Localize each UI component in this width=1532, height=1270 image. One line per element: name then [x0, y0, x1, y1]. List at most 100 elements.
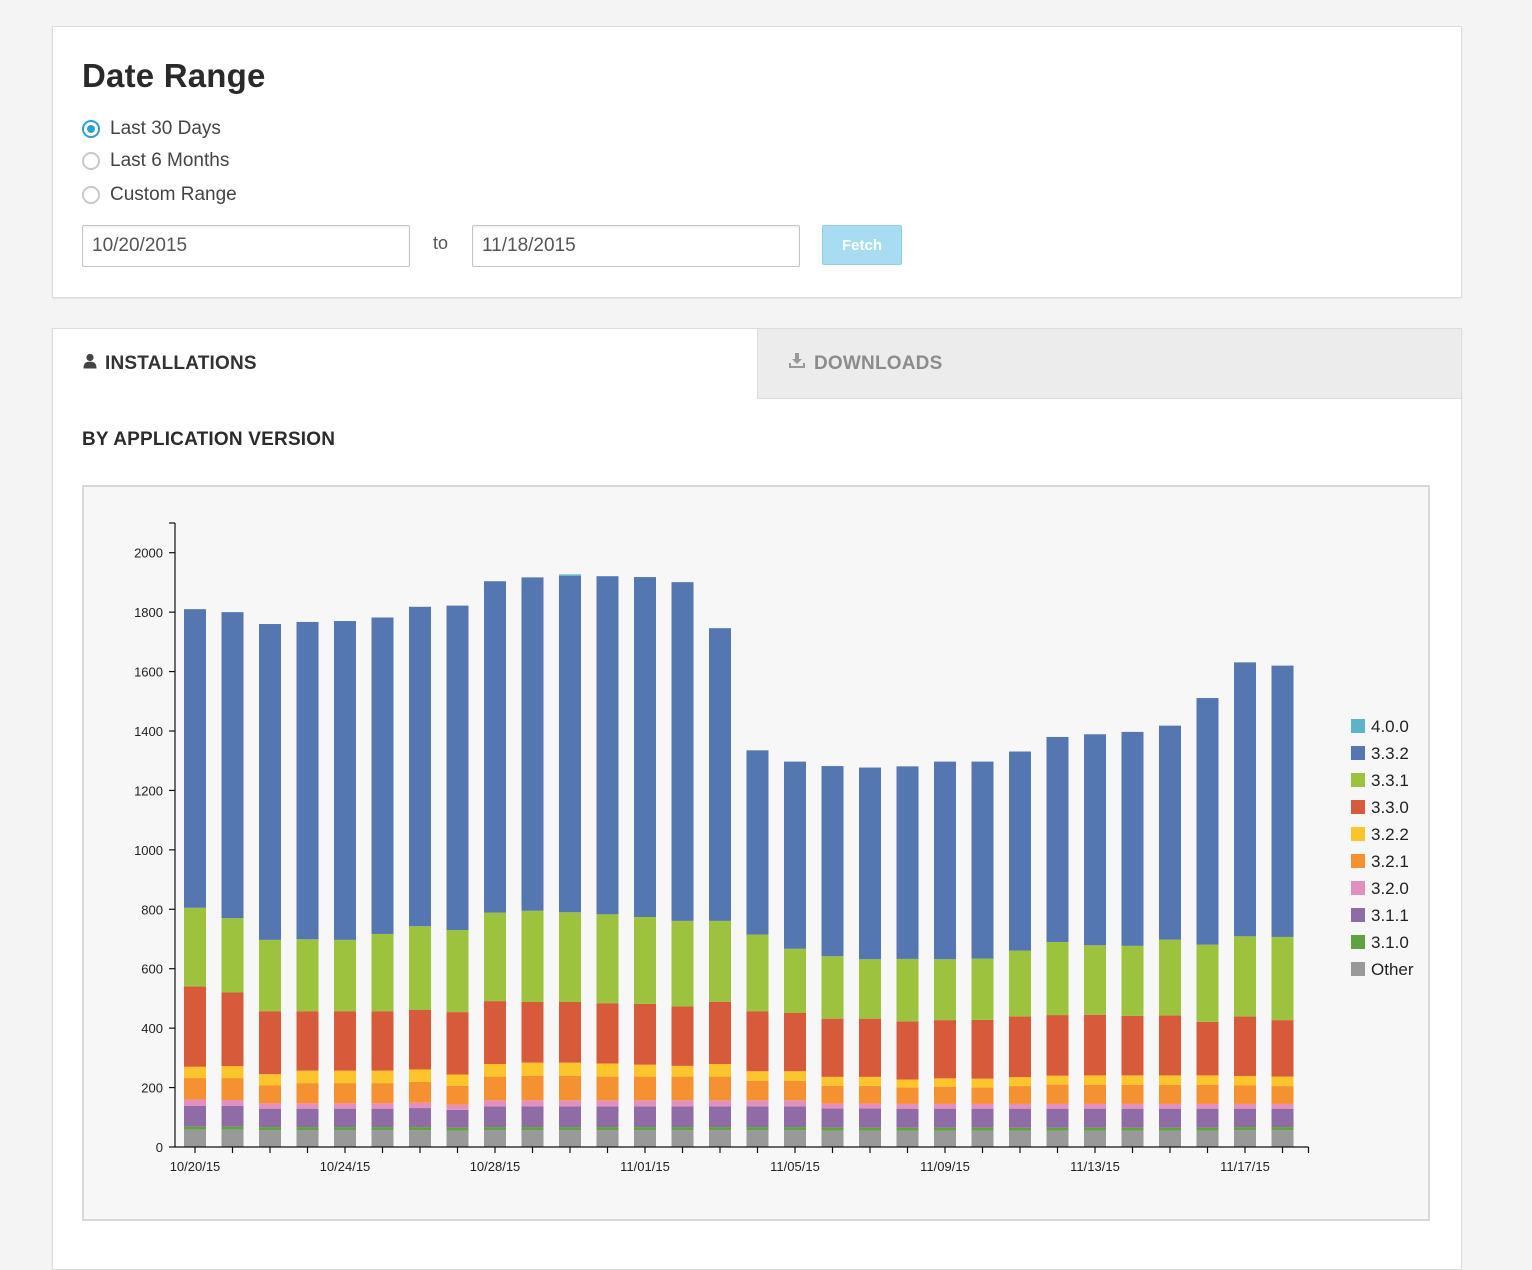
bar-segment: [484, 1106, 506, 1128]
bar-segment: [521, 1127, 544, 1131]
bar-segment: [521, 1130, 544, 1147]
bar-segment: [784, 1130, 806, 1147]
bar-segment: [1009, 1086, 1031, 1104]
legend-swatch: [1351, 746, 1365, 760]
legend-label: 3.3.2: [1371, 744, 1409, 763]
bar-segment: [446, 930, 469, 1013]
bar-segment: [634, 1127, 656, 1131]
installations-chart: 0 200 400 600 800 1000 1200 1400 1600 1800 2000 10/…: [82, 485, 1430, 1221]
bar-segment: [1159, 1108, 1181, 1128]
bar-segment: [896, 766, 919, 959]
bar-segment: [371, 1083, 394, 1104]
bar-segment: [1271, 936, 1294, 1021]
bar-segment: [1084, 1130, 1106, 1147]
end-date-input[interactable]: [472, 225, 800, 267]
bar-segment: [1196, 1084, 1219, 1104]
bar-segment: [784, 948, 806, 1013]
bar-segment: [559, 912, 581, 1002]
y-tick-label: 200: [141, 1081, 163, 1096]
bar-segment: [784, 1012, 806, 1072]
bar-segment: [409, 606, 431, 927]
bar-segment: [334, 1103, 356, 1109]
bar-segment: [1234, 1085, 1256, 1104]
bar-segment: [334, 1127, 356, 1131]
bar-segment: [709, 1064, 731, 1077]
bar-segment: [1234, 1016, 1256, 1076]
bar-segment: [259, 1103, 281, 1109]
bar-segment: [934, 1078, 956, 1087]
bar-segment: [1009, 1108, 1031, 1128]
radio-last-30-days[interactable]: Last 30 Days: [82, 115, 221, 143]
bar-segment: [859, 1108, 881, 1128]
bar-segment: [259, 1074, 281, 1086]
bar-segment: [634, 1100, 656, 1107]
y-tick-label: 1200: [134, 783, 163, 798]
bar-segment: [221, 1129, 244, 1147]
radio-custom-range[interactable]: Custom Range: [82, 181, 237, 209]
bar-segment: [559, 574, 581, 576]
radio-button[interactable]: [82, 186, 100, 204]
bar-segment: [296, 1130, 319, 1147]
tab-downloads[interactable]: DOWNLOADS: [757, 329, 1461, 399]
start-date-input[interactable]: [82, 225, 410, 267]
bar-segment: [634, 1106, 656, 1128]
bar-segment: [896, 1103, 919, 1109]
radio-button-selected[interactable]: [82, 120, 100, 138]
bar-segment: [259, 939, 281, 1012]
bar-segment: [821, 766, 844, 957]
bar-segment: [1009, 1016, 1031, 1078]
x-tick-label: 11/09/15: [920, 1159, 970, 1174]
bar-segment: [1121, 1075, 1144, 1085]
bar-segment: [1196, 1103, 1219, 1109]
fetch-button[interactable]: Fetch: [822, 225, 902, 265]
bar-segment: [184, 1099, 206, 1106]
user-icon: [83, 353, 97, 375]
legend-swatch: [1351, 908, 1365, 922]
radio-last-6-months[interactable]: Last 6 Months: [82, 147, 229, 175]
legend-label: 3.1.1: [1371, 906, 1409, 925]
bar-segment: [296, 1127, 319, 1131]
bar-segment: [1121, 731, 1144, 946]
bar-segment: [1271, 1103, 1294, 1109]
radio-button[interactable]: [82, 152, 100, 170]
stats-panel: INSTALLATIONS DOWNLOADS BY APPLICATION V…: [52, 328, 1462, 1270]
bar-segment: [221, 612, 244, 919]
bar-segment: [709, 1130, 731, 1147]
bar-segment: [671, 1106, 694, 1128]
bar-segment: [859, 1130, 881, 1147]
bar-segment: [746, 1011, 769, 1072]
bar-segment: [746, 1127, 769, 1131]
bar-segment: [821, 1108, 844, 1128]
bar-segment: [184, 1066, 206, 1079]
bar-segment: [1084, 1075, 1106, 1085]
bar-segment: [896, 1108, 919, 1128]
bar-segment: [1084, 734, 1106, 946]
y-tick-label: 0: [156, 1140, 163, 1155]
tab-installations[interactable]: INSTALLATIONS: [53, 329, 757, 399]
y-tick-label: 1000: [134, 843, 163, 858]
bar-segment: [334, 1070, 356, 1084]
bar-segment: [859, 1018, 881, 1077]
bar-segment: [1121, 1015, 1144, 1076]
bar-segment: [446, 1127, 469, 1131]
legend-label: 3.2.2: [1371, 825, 1409, 844]
bar-segment: [334, 1108, 356, 1128]
bar-segment: [784, 1100, 806, 1107]
x-tick-label: 11/05/15: [770, 1159, 820, 1174]
bar-segment: [446, 1085, 469, 1105]
legend-swatch: [1351, 962, 1365, 976]
bar-segment: [1196, 1108, 1219, 1128]
bar-segment: [446, 1130, 469, 1147]
x-tick-label: 11/13/15: [1070, 1159, 1120, 1174]
bar-segment: [1271, 1130, 1294, 1147]
bar-segment: [709, 628, 731, 921]
bar-segment: [184, 1126, 206, 1130]
legend-label: 3.3.0: [1371, 798, 1409, 817]
bar-segment: [1046, 1127, 1069, 1131]
legend-label: 3.3.1: [1371, 771, 1409, 790]
bar-segment: [709, 1001, 731, 1065]
bar-segment: [221, 918, 244, 993]
bar-segment: [1046, 1130, 1069, 1147]
bar-segment: [971, 1108, 994, 1128]
bar-segment: [484, 1076, 506, 1101]
